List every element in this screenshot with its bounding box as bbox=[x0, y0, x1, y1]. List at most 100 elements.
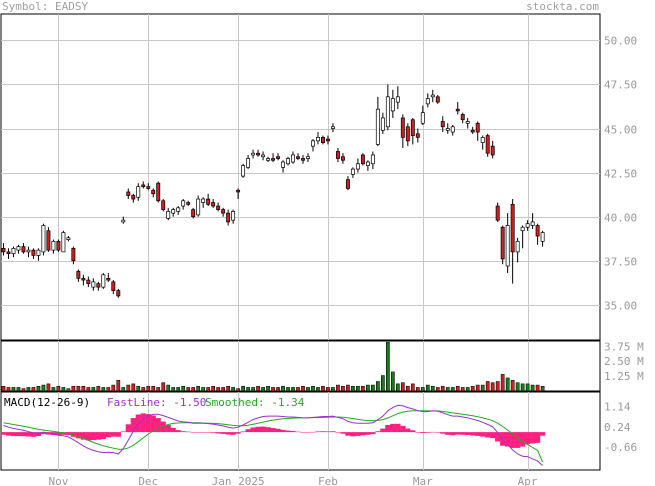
macd-histogram-bar bbox=[525, 432, 531, 445]
candle-body bbox=[281, 161, 285, 168]
volume-bar bbox=[161, 382, 166, 392]
candle-body bbox=[480, 137, 485, 143]
volume-bar bbox=[455, 385, 460, 392]
volume-bar bbox=[21, 388, 26, 392]
candle-body bbox=[141, 184, 146, 188]
volume-bar bbox=[241, 385, 245, 392]
candle-body bbox=[286, 158, 290, 165]
candle-body bbox=[11, 248, 16, 255]
volume-bar bbox=[131, 383, 136, 392]
x-tick-label: Jan 2025 bbox=[212, 475, 265, 486]
volume-bar bbox=[166, 384, 171, 392]
candle-body bbox=[505, 225, 510, 267]
volume-bar bbox=[460, 387, 465, 392]
site-watermark: stockta.com bbox=[526, 0, 599, 13]
macd-histogram-bar bbox=[105, 432, 111, 438]
macd-smoothed-line bbox=[3, 410, 544, 463]
macd-histogram-bar bbox=[270, 428, 276, 433]
macd-histogram-bar bbox=[85, 432, 91, 441]
macd-histogram-bar bbox=[350, 432, 356, 437]
macd-histogram-bar bbox=[295, 431, 301, 433]
volume-bar bbox=[196, 385, 201, 392]
macd-histogram-bar bbox=[425, 432, 431, 433]
macd-histogram-bar bbox=[375, 431, 381, 433]
candle-body bbox=[380, 117, 385, 131]
candle-body bbox=[206, 198, 211, 205]
candle-body bbox=[151, 189, 156, 195]
candle-body bbox=[236, 189, 241, 193]
volume-bar bbox=[376, 381, 380, 392]
volume-bar bbox=[410, 383, 415, 392]
macd-histogram-bar bbox=[515, 432, 521, 448]
candle-body bbox=[266, 158, 271, 161]
candle-body bbox=[450, 126, 455, 133]
macd-histogram-bar bbox=[355, 432, 361, 436]
candle-body bbox=[385, 96, 390, 128]
volume-bar bbox=[91, 387, 96, 392]
price-axis-ticks: 50.00 47.50 45.00 42.50 40.00 37.50 35.00 bbox=[604, 35, 637, 313]
volume-bar bbox=[500, 374, 505, 392]
candle-body bbox=[500, 226, 505, 260]
volume-bar bbox=[405, 385, 410, 392]
volume-bar bbox=[420, 387, 425, 392]
volume-bar bbox=[535, 384, 540, 392]
volume-bar bbox=[126, 384, 131, 392]
macd-histogram-bar bbox=[325, 431, 331, 433]
volume-tick-label: 2.50 M bbox=[604, 355, 644, 368]
macd-histogram-bar bbox=[235, 432, 241, 434]
candle-body bbox=[256, 152, 261, 156]
candle-body bbox=[330, 126, 335, 129]
macd-histogram-bar bbox=[395, 423, 401, 433]
volume-bar bbox=[386, 341, 390, 392]
candle-body bbox=[490, 145, 495, 156]
macd-histogram-bar bbox=[440, 432, 446, 434]
volume-bar bbox=[450, 387, 455, 392]
volume-bar bbox=[520, 383, 525, 392]
volume-bar bbox=[171, 387, 176, 392]
candle-body bbox=[166, 211, 171, 219]
macd-histogram-bar bbox=[190, 432, 196, 433]
candle-body bbox=[181, 200, 186, 207]
macd-histogram bbox=[0, 413, 546, 448]
macd-histogram-bar bbox=[445, 432, 451, 435]
volume-bar bbox=[216, 387, 220, 392]
volume-bar bbox=[435, 387, 440, 392]
candle-body bbox=[400, 117, 405, 138]
volume-bar bbox=[316, 387, 320, 392]
volume-bar bbox=[311, 385, 315, 392]
volume-bar bbox=[201, 387, 206, 392]
volume-bar bbox=[540, 385, 545, 392]
macd-histogram-bar bbox=[340, 432, 346, 434]
macd-tick-label: 1.14 bbox=[604, 401, 631, 414]
macd-histogram-bar bbox=[455, 432, 461, 435]
macd-histogram-bar bbox=[410, 430, 416, 433]
price-tick-label: 37.50 bbox=[604, 256, 637, 269]
candle-body bbox=[96, 283, 101, 288]
volume-bar bbox=[16, 387, 21, 392]
macd-histogram-bar bbox=[245, 429, 251, 433]
panel-frame bbox=[0, 391, 601, 471]
macd-histogram-bar bbox=[470, 432, 476, 436]
volume-bar bbox=[251, 387, 255, 392]
candle-body bbox=[535, 225, 540, 237]
macd-histogram-bar bbox=[285, 430, 291, 433]
candle-body bbox=[196, 198, 201, 216]
candle-body bbox=[176, 207, 181, 212]
macd-histogram-bar bbox=[475, 432, 481, 436]
macd-histogram-bar bbox=[160, 421, 166, 433]
candle-body bbox=[415, 133, 420, 138]
volume-bar bbox=[495, 381, 500, 392]
macd-histogram-bar bbox=[200, 432, 206, 433]
volume-bar bbox=[341, 385, 345, 392]
macd-histogram-bar bbox=[430, 431, 436, 433]
macd-histogram-bar bbox=[460, 432, 466, 435]
x-tick-label: Nov bbox=[48, 475, 68, 486]
macd-histogram-bar bbox=[150, 415, 156, 433]
volume-bar bbox=[286, 387, 290, 392]
macd-lines bbox=[3, 404, 544, 466]
volume-bar bbox=[530, 384, 535, 392]
volume-bar bbox=[211, 385, 215, 392]
macd-histogram-bar bbox=[490, 432, 496, 439]
volume-bar bbox=[221, 387, 225, 392]
macd-histogram-bar bbox=[15, 432, 22, 437]
